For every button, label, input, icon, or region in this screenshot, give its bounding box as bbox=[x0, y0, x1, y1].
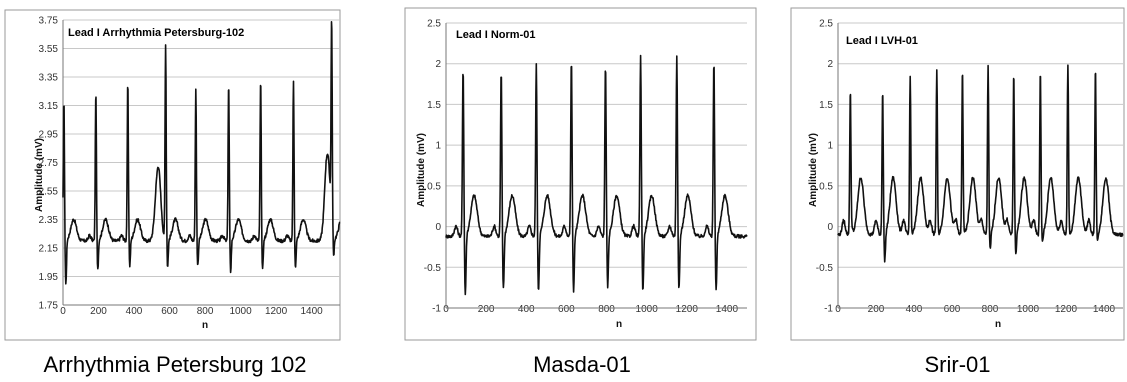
y-tick-label: -0.5 bbox=[816, 263, 834, 274]
chart-title: Lead I LVH-01 bbox=[846, 35, 918, 47]
x-tick-label: 0 bbox=[60, 306, 66, 317]
chart-border bbox=[4, 9, 341, 341]
y-tick-label: 1.5 bbox=[427, 100, 441, 111]
y-axis-label: Amplitude (mV) bbox=[34, 138, 45, 212]
y-tick-label: 2.95 bbox=[39, 130, 59, 141]
chart-2-caption: Masda-01 bbox=[533, 352, 631, 377]
y-tick-label: 2.35 bbox=[39, 215, 59, 226]
chart-panel-2: -1 -0.5 0 0.5 1 1.5 2 2.5 0 200 400 600 800 1000 1200 1… bbox=[402, 0, 762, 382]
x-tick-label: 600 bbox=[558, 304, 575, 315]
chart-2-svg: -1 -0.5 0 0.5 1 1.5 2 2.5 0 200 400 600 800 1000 1200 1… bbox=[404, 7, 757, 341]
x-tick-label: 1400 bbox=[1093, 304, 1116, 315]
x-tick-label: 800 bbox=[982, 304, 999, 315]
x-tick-label: 200 bbox=[90, 306, 107, 317]
x-tick-label: 600 bbox=[944, 304, 961, 315]
chart-panel-3: -1 -0.5 0 0.5 1 1.5 2 2.5 0 200 400 600 800 1000 1200 1… bbox=[788, 0, 1127, 382]
x-tick-label: 1200 bbox=[1055, 304, 1078, 315]
series-line bbox=[62, 21, 341, 285]
x-axis-label: n bbox=[616, 319, 622, 330]
x-axis-label: n bbox=[202, 320, 208, 331]
y-axis-label: Amplitude (mV) bbox=[808, 133, 819, 207]
y-tick-label: -0.5 bbox=[424, 263, 442, 274]
x-tick-label: 400 bbox=[126, 306, 143, 317]
chart-1-caption: Arrhythmia Petersburg 102 bbox=[43, 352, 307, 377]
y-tick-label: 2 bbox=[827, 59, 833, 70]
x-tick-label: 0 bbox=[443, 304, 449, 315]
y-tick-label: 3.55 bbox=[39, 44, 59, 55]
y-tick-label: 0 bbox=[435, 222, 441, 233]
x-tick-label: 800 bbox=[598, 304, 615, 315]
y-axis-label: Amplitude (mV) bbox=[416, 133, 427, 207]
x-tick-label: 800 bbox=[197, 306, 214, 317]
x-tick-label: 1000 bbox=[229, 306, 252, 317]
chart-3-caption: Srir-01 bbox=[924, 352, 991, 377]
y-tick-label: 2.75 bbox=[39, 158, 59, 169]
x-tick-label: 0 bbox=[835, 304, 841, 315]
chart-3-svg: -1 -0.5 0 0.5 1 1.5 2 2.5 0 200 400 600 800 1000 1200 1… bbox=[790, 7, 1125, 341]
chart-border bbox=[404, 7, 757, 341]
y-tick-label: 1.95 bbox=[39, 272, 59, 283]
y-tick-label: 2.5 bbox=[427, 19, 441, 30]
x-tick-label: 400 bbox=[518, 304, 535, 315]
x-tick-label: 600 bbox=[161, 306, 178, 317]
y-tick-label: -1 bbox=[824, 304, 833, 315]
y-tick-label: 1 bbox=[827, 141, 833, 152]
y-tick-label: 0.5 bbox=[427, 181, 441, 192]
x-tick-label: 1000 bbox=[1017, 304, 1040, 315]
y-tick-label: 0.5 bbox=[819, 181, 833, 192]
chart-title: Lead I Norm-01 bbox=[456, 29, 535, 41]
y-tick-label: 1.75 bbox=[39, 301, 59, 312]
y-tick-label: 2 bbox=[435, 59, 441, 70]
chart-border bbox=[790, 7, 1125, 341]
x-tick-label: 200 bbox=[868, 304, 885, 315]
chart-1-svg: 1.75 1.95 2.15 2.35 2.55 2.75 2.95 3.15 3.35 3.55… bbox=[4, 9, 341, 341]
y-tick-label: -1 bbox=[432, 304, 441, 315]
y-tick-label: 1 bbox=[435, 141, 441, 152]
x-axis-label: n bbox=[995, 319, 1001, 330]
x-tick-label: 1000 bbox=[636, 304, 659, 315]
y-tick-label: 1.5 bbox=[819, 100, 833, 111]
x-tick-label: 200 bbox=[478, 304, 495, 315]
y-tick-label: 2.55 bbox=[39, 187, 59, 198]
chart-title: Lead I Arrhythmia Petersburg-102 bbox=[68, 27, 244, 39]
x-tick-label: 400 bbox=[906, 304, 923, 315]
y-tick-label: 3.75 bbox=[39, 16, 59, 27]
chart-panel-1: 1.75 1.95 2.15 2.35 2.55 2.75 2.95 3.15 3.35 3.55… bbox=[0, 0, 350, 382]
series-line bbox=[445, 54, 748, 296]
x-tick-label: 1400 bbox=[300, 306, 323, 317]
series-line bbox=[837, 64, 1124, 263]
x-tick-label: 1400 bbox=[716, 304, 739, 315]
y-tick-label: 0 bbox=[827, 222, 833, 233]
y-tick-label: 2.15 bbox=[39, 244, 59, 255]
y-tick-label: 3.35 bbox=[39, 73, 59, 84]
y-tick-label: 3.15 bbox=[39, 101, 59, 112]
y-tick-label: 2.5 bbox=[819, 19, 833, 30]
x-tick-label: 1200 bbox=[265, 306, 288, 317]
x-tick-label: 1200 bbox=[676, 304, 699, 315]
